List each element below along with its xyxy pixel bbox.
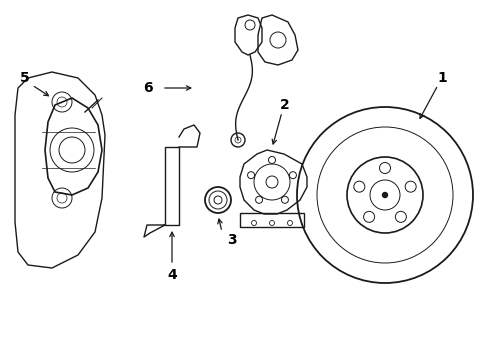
Text: 2: 2 — [280, 98, 290, 112]
Text: 3: 3 — [227, 233, 237, 247]
Circle shape — [383, 193, 388, 198]
Text: 6: 6 — [143, 81, 153, 95]
Text: 4: 4 — [167, 268, 177, 282]
Bar — [165, 147, 179, 225]
Text: 5: 5 — [20, 71, 30, 85]
Text: 1: 1 — [437, 71, 447, 85]
Bar — [240, 213, 304, 227]
